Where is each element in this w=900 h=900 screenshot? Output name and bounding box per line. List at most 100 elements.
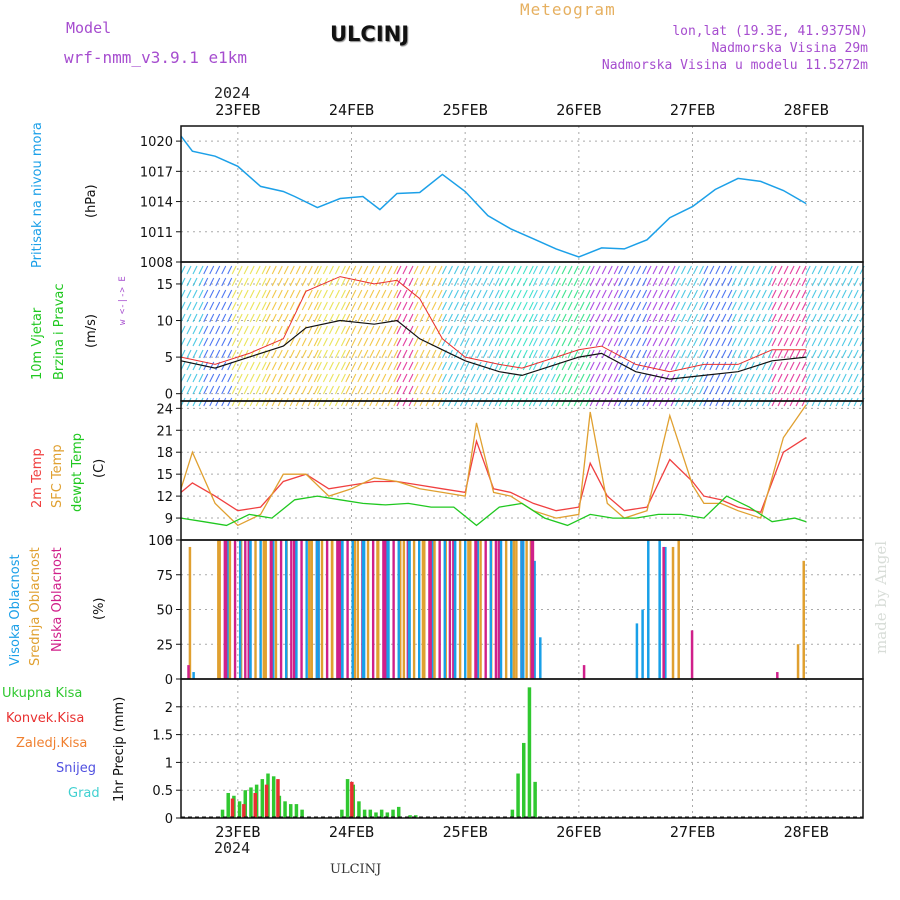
wind-arrow	[636, 265, 642, 275]
wind-arrow	[674, 301, 680, 311]
wind-arrow	[658, 349, 664, 359]
wind-arrow	[283, 373, 289, 383]
wind-arrow	[767, 301, 773, 311]
wind-arrow	[221, 265, 227, 275]
wind-arrow	[715, 301, 721, 311]
wind-arrow	[715, 397, 721, 407]
wind-arrow	[573, 265, 579, 275]
wind-arrow	[658, 301, 664, 311]
wind-arrow	[795, 373, 801, 383]
wind-arrow	[271, 301, 277, 311]
wind-arrow	[470, 337, 476, 347]
wind-arrow	[749, 373, 755, 383]
wind-arrow	[589, 373, 595, 383]
wind-arrow	[369, 313, 375, 323]
wind-arrow	[674, 361, 680, 371]
wind-arrow	[413, 361, 419, 371]
wind-arrow	[316, 349, 322, 359]
wind-arrow	[345, 373, 351, 383]
wind-arrow	[243, 385, 249, 395]
wind-arrow	[363, 325, 369, 335]
wind-arrow	[841, 325, 847, 335]
wind-arrow	[198, 301, 204, 311]
wind-arrow	[777, 349, 783, 359]
wind-arrow	[498, 325, 504, 335]
wind-arrow	[544, 361, 550, 371]
wind-arrow	[749, 397, 755, 407]
wind-arrow	[670, 325, 676, 335]
day-label-top: 27FEB	[670, 101, 715, 119]
wind-arrow	[579, 361, 585, 371]
wind-arrow	[265, 373, 271, 383]
wind-arrow	[255, 313, 261, 323]
wind-arrow	[761, 277, 767, 287]
wind-arrow	[573, 277, 579, 287]
wind-arrow	[709, 349, 715, 359]
wind-arrow	[567, 349, 573, 359]
cloud-bar-fill	[295, 540, 298, 679]
wind-arrow	[767, 265, 773, 275]
wind-arrow	[743, 277, 749, 287]
wind-arrow	[715, 277, 721, 287]
wind-arrow	[528, 337, 534, 347]
wind-arrow	[369, 325, 375, 335]
wind-arrow	[589, 349, 595, 359]
wind-arrow	[835, 385, 841, 395]
cloud-bar-fill	[264, 540, 267, 679]
wind-arrow	[277, 361, 283, 371]
wind-arrow	[538, 349, 544, 359]
wind-arrow	[686, 301, 692, 311]
wind-arrow	[853, 349, 859, 359]
cloud-bar-mid_cloud	[802, 560, 805, 679]
wind-arrow	[829, 397, 835, 407]
cloud-bar-low_cloud	[383, 540, 387, 679]
wind-arrow	[652, 349, 658, 359]
wind-arrow	[215, 373, 221, 383]
wind-arrow	[482, 373, 488, 383]
wind-arrow	[674, 385, 680, 395]
wind-arrow	[607, 373, 613, 383]
wind-arrow	[817, 325, 823, 335]
wind-arrow	[567, 337, 573, 347]
wind-arrow	[811, 277, 817, 287]
wind-arrow	[528, 325, 534, 335]
cloud-bar-mid_cloud	[421, 540, 425, 679]
wind-arrow	[783, 373, 789, 383]
wind-arrow	[737, 337, 743, 347]
wind-arrow	[231, 373, 237, 383]
wind-arrow	[618, 313, 624, 323]
wind-arrow	[618, 289, 624, 299]
wind-arrow	[853, 301, 859, 311]
wind-arrow	[295, 349, 301, 359]
wind-arrow	[283, 313, 289, 323]
wind-arrow	[595, 337, 601, 347]
wind-arrow	[464, 385, 470, 395]
wind-arrow	[243, 373, 249, 383]
wind-arrow	[186, 289, 192, 299]
wind-arrow	[322, 385, 328, 395]
wind-arrow	[658, 397, 664, 407]
wind-arrow	[431, 361, 437, 371]
wind-arrow	[307, 289, 313, 299]
y-tick-label: 0	[165, 812, 173, 827]
wind-arrow	[283, 361, 289, 371]
wind-arrow	[841, 301, 847, 311]
wind-arrow	[585, 385, 591, 395]
y-tick-label: 75	[156, 569, 173, 584]
wind-arrow	[847, 313, 853, 323]
cloud-bar-fill	[249, 540, 252, 679]
wind-arrow	[771, 385, 777, 395]
wind-arrow	[186, 301, 192, 311]
legend-graupel: Grad	[68, 786, 100, 801]
wind-arrow	[680, 397, 686, 407]
wind-arrow	[369, 349, 375, 359]
wind-arrow	[624, 385, 630, 395]
wind-arrow	[528, 373, 534, 383]
wind-arrow	[375, 397, 381, 407]
wind-arrow	[761, 385, 767, 395]
wind-arrow	[363, 349, 369, 359]
wind-arrow	[198, 349, 204, 359]
wind-arrow	[227, 349, 233, 359]
wind-arrow	[488, 325, 494, 335]
wind-arrow	[447, 325, 453, 335]
